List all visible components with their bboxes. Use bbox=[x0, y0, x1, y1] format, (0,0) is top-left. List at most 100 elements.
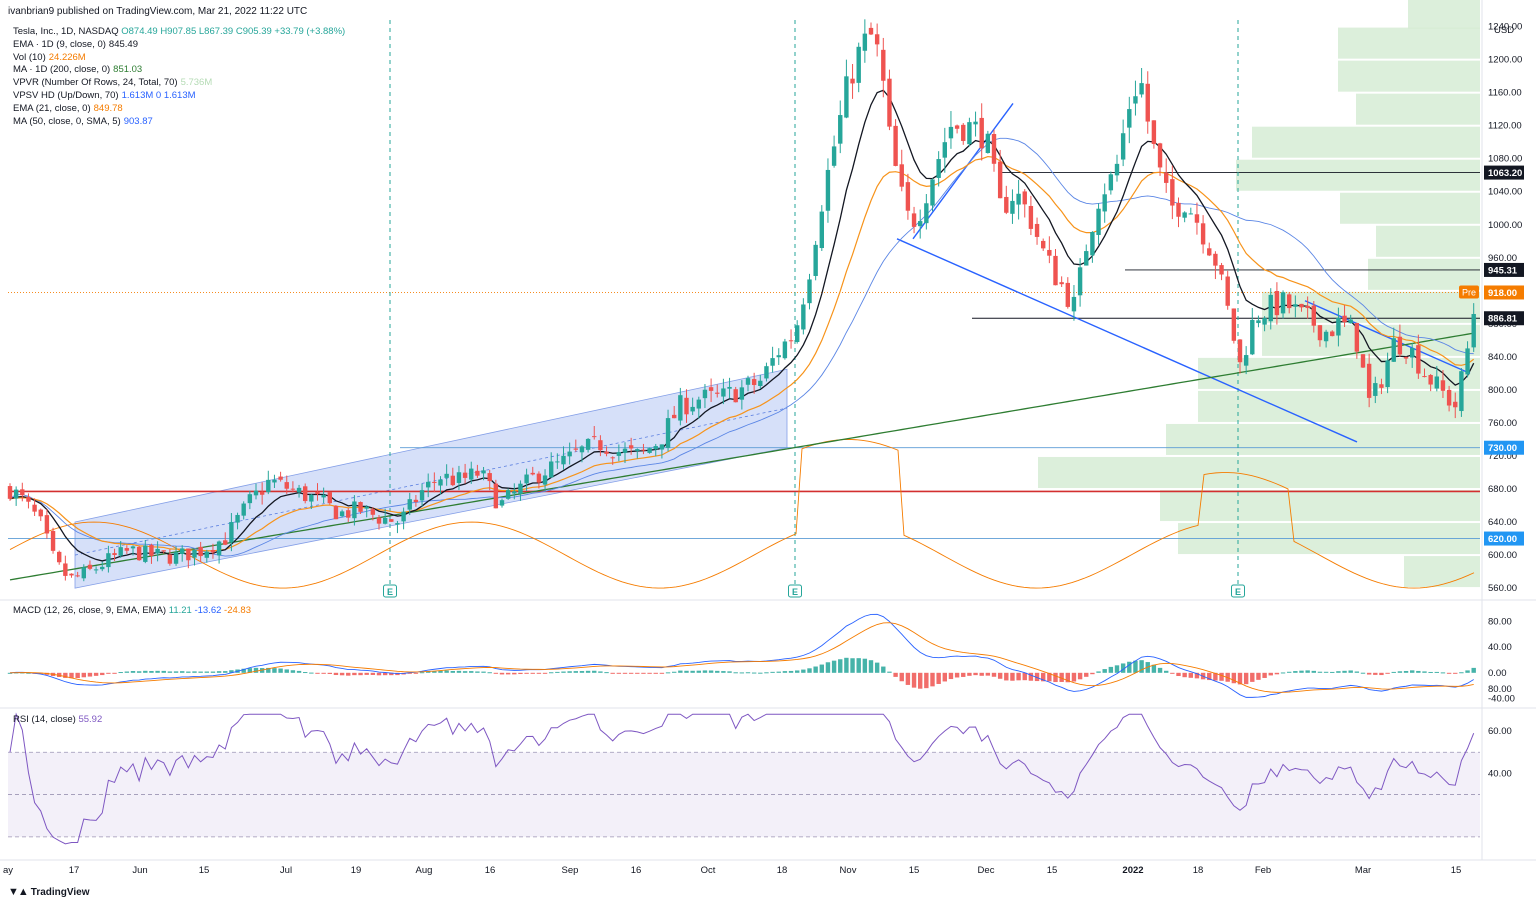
candle-body bbox=[69, 573, 74, 576]
candle-body bbox=[1274, 291, 1280, 316]
vpvr-bar bbox=[1340, 192, 1480, 224]
candle-body bbox=[1096, 208, 1101, 235]
legend-row[interactable]: VPVR (Number Of Rows, 24, Total, 70) 5.73… bbox=[13, 77, 345, 90]
candle-body bbox=[985, 133, 991, 154]
candle-body bbox=[487, 473, 492, 482]
price-tick-label: 680.00 bbox=[1488, 484, 1517, 495]
candle-body bbox=[44, 515, 50, 534]
macd-histogram-bar bbox=[1379, 672, 1384, 676]
candle-body bbox=[26, 496, 31, 502]
candle-body bbox=[1010, 200, 1015, 214]
macd-histogram-bar bbox=[266, 667, 271, 673]
macd-histogram-bar bbox=[1243, 672, 1249, 685]
candle-body bbox=[272, 479, 277, 483]
vpvr-bar bbox=[1356, 93, 1480, 125]
candle-body bbox=[1077, 267, 1083, 296]
macd-histogram-bar bbox=[973, 672, 978, 676]
candle-body bbox=[1237, 339, 1243, 363]
candle-body bbox=[905, 182, 911, 211]
macd-histogram-bar bbox=[63, 672, 68, 678]
legend-row[interactable]: MA (50, close, 0, SMA, 5) 903.87 bbox=[13, 116, 345, 129]
candle-body bbox=[1471, 313, 1476, 348]
rsi-tick-label: 40.00 bbox=[1488, 768, 1512, 779]
candle-body bbox=[739, 387, 745, 400]
macd-legend[interactable]: MACD (12, 26, close, 9, EMA, EMA) 11.21 … bbox=[13, 605, 251, 616]
candle-body bbox=[7, 486, 13, 499]
candle-body bbox=[1391, 338, 1396, 362]
rsi-line bbox=[9, 712, 1475, 845]
vpvr-bar bbox=[1368, 258, 1480, 290]
candle-body bbox=[124, 548, 130, 551]
indicator-label: Vol (10) bbox=[13, 51, 46, 63]
candle-body bbox=[1453, 401, 1458, 408]
macd-histogram-bar bbox=[450, 670, 455, 673]
macd-histogram-bar bbox=[1004, 672, 1009, 681]
macd-histogram-bar bbox=[475, 671, 480, 673]
candle-body bbox=[567, 451, 572, 457]
legend-row[interactable]: EMA · 1D (9, close, 0) 845.49 bbox=[13, 39, 345, 52]
macd-histogram-bar bbox=[204, 671, 209, 673]
candle-body bbox=[462, 472, 468, 478]
macd-histogram-bar bbox=[333, 672, 339, 676]
candle-body bbox=[1151, 120, 1157, 145]
macd-histogram-bar bbox=[186, 671, 191, 673]
candle-body bbox=[721, 388, 726, 397]
candle-body bbox=[118, 547, 123, 556]
candle-body bbox=[143, 545, 148, 562]
indicator-value: 845.49 bbox=[108, 38, 138, 50]
macd-histogram-bar bbox=[1305, 670, 1310, 673]
time-axis-label: 19 bbox=[351, 865, 362, 876]
indicator-label: VPSV HD (Up/Down, 70) bbox=[13, 89, 119, 101]
candle-body bbox=[1434, 376, 1439, 389]
candle-body bbox=[327, 492, 332, 504]
legend-row[interactable]: EMA (21, close, 0) 849.78 bbox=[13, 103, 345, 116]
price-tick-label: 1240.00 bbox=[1488, 22, 1522, 33]
legend-row[interactable]: Vol (10) 24.226M bbox=[13, 52, 345, 65]
candle-body bbox=[13, 489, 19, 499]
macd-histogram-bar bbox=[954, 672, 960, 678]
candle-body bbox=[149, 544, 154, 556]
candle-body bbox=[893, 125, 898, 166]
candle-body bbox=[1360, 354, 1366, 368]
price-label: 886.81 bbox=[1488, 314, 1518, 325]
macd-histogram-bar bbox=[1096, 671, 1101, 673]
macd-histogram-bar bbox=[715, 670, 720, 673]
macd-histogram-bar bbox=[1213, 672, 1218, 681]
macd-histogram-bar bbox=[733, 672, 738, 674]
macd-histogram-bar bbox=[813, 666, 818, 673]
macd-histogram-bar bbox=[192, 671, 197, 673]
candle-body bbox=[1311, 305, 1316, 326]
tradingview-footer[interactable]: ▼▲ TradingView bbox=[8, 886, 90, 898]
rsi-legend[interactable]: RSI (14, close) 55.92 bbox=[13, 714, 102, 725]
candle-body bbox=[456, 472, 462, 483]
symbol-title[interactable]: Tesla, Inc., 1D, NASDAQ bbox=[13, 26, 119, 37]
candle-body bbox=[708, 387, 714, 391]
candle-body bbox=[1280, 292, 1286, 314]
macd-histogram-bar bbox=[585, 670, 591, 673]
candle-body bbox=[426, 481, 431, 488]
vpvr-bar bbox=[1404, 556, 1480, 588]
macd-histogram-bar bbox=[1360, 672, 1366, 674]
macd-histogram-bar bbox=[370, 672, 376, 675]
candle-body bbox=[284, 482, 289, 489]
macd-tick-label: 40.00 bbox=[1488, 642, 1512, 653]
macd-histogram-bar bbox=[419, 672, 425, 674]
earnings-marker bbox=[1231, 584, 1245, 598]
macd-histogram-bar bbox=[561, 671, 566, 673]
macd-histogram-bar bbox=[149, 670, 154, 673]
macd-histogram-bar bbox=[985, 672, 991, 676]
candle-body bbox=[825, 169, 831, 211]
legend-row[interactable]: VPSV HD (Up/Down, 70) 1.613M 0 1.613M bbox=[13, 90, 345, 103]
macd-histogram-bar bbox=[253, 667, 259, 673]
candle-body bbox=[1145, 83, 1150, 122]
candle-body bbox=[1459, 371, 1464, 412]
candle-body bbox=[715, 392, 720, 394]
legend-row[interactable]: MA · 1D (200, close, 0) 851.03 bbox=[13, 64, 345, 77]
candle-body bbox=[1028, 205, 1034, 229]
candle-body bbox=[499, 500, 505, 506]
candle-body bbox=[352, 501, 357, 519]
ma200-line bbox=[9, 332, 1474, 581]
candle-body bbox=[512, 491, 517, 494]
macd-histogram-bar bbox=[487, 672, 492, 674]
